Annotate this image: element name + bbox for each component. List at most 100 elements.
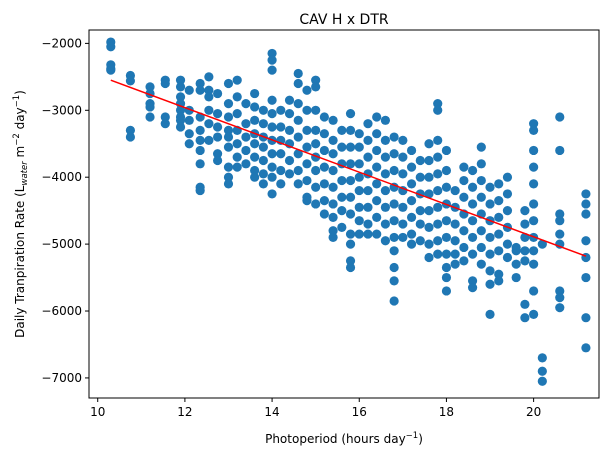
scatter-point-271 [459,226,469,236]
scatter-point-236 [424,189,434,199]
scatter-point-12 [145,102,155,112]
y-tick-label-0: −7000 [41,371,82,385]
scatter-point-162 [345,159,356,169]
scatter-point-314 [511,272,521,283]
x-tick-label-3: 16 [352,405,367,419]
scatter-point-238 [424,222,434,232]
scatter-point-146 [328,165,338,176]
scatter-point-172 [354,159,364,169]
scatter-point-223 [406,196,417,206]
scatter-point-54 [223,112,234,122]
scatter-point-30 [184,139,194,149]
scatter-point-36 [195,145,205,156]
scatter-point-296 [485,279,495,289]
scatter-point-160 [345,125,356,135]
scatter-point-272 [459,242,469,253]
scatter-point-319 [520,256,530,266]
scatter-point-191 [372,196,382,206]
scatter-point-4 [106,65,116,75]
scatter-point-67 [232,162,242,172]
scatter-point-256 [441,232,452,243]
scatter-point-232 [415,236,425,246]
scatter-point-209 [389,246,399,256]
scatter-point-218 [398,219,408,229]
scatter-point-44 [204,119,214,129]
scatter-point-320 [520,299,530,309]
y-axis-label-part1: Daily Tranpiration Rate (L [13,185,27,338]
y-tick-label-4: −3000 [41,103,82,117]
y-tick-label-3: −4000 [41,170,82,184]
scatter-point-341 [555,216,565,226]
scatter-point-90 [267,65,277,75]
scatter-point-81 [258,105,268,115]
scatter-point-198 [380,185,391,196]
scatter-point-77 [250,139,260,149]
scatter-point-56 [223,132,234,142]
scatter-point-235 [424,172,434,182]
scatter-point-273 [459,256,469,266]
scatter-point-316 [520,219,530,229]
scatter-point-250 [433,249,443,259]
scatter-point-309 [502,239,513,249]
x-tick-label-5: 20 [526,405,541,419]
scatter-point-129 [311,105,321,115]
scatter-point-157 [337,206,347,216]
scatter-point-202 [389,132,399,142]
y-axis-label-sup2: −1 [12,95,22,108]
scatter-point-150 [328,226,338,236]
scatter-point-298 [494,179,504,189]
scatter-point-39 [195,185,205,196]
scatter-point-231 [415,219,425,229]
scatter-point-242 [433,105,443,115]
scatter-point-50 [212,149,223,159]
scatter-point-276 [467,199,478,209]
scatter-point-86 [258,169,268,179]
scatter-point-31 [195,78,205,89]
x-axis-label-main: Photoperiod (hours day [265,432,406,446]
scatter-point-37 [195,159,205,169]
scatter-point-91 [267,95,277,105]
scatter-point-134 [311,182,321,192]
scatter-point-45 [204,135,214,145]
scatter-point-17 [160,119,170,129]
scatter-point-196 [380,152,391,162]
scatter-point-29 [184,129,194,139]
scatter-point-137 [319,129,329,139]
scatter-point-61 [232,75,242,85]
scatter-point-237 [424,206,434,216]
scatter-point-149 [328,212,338,222]
y-axis-label-part3: day [13,107,27,133]
scatter-point-285 [476,192,486,202]
y-tick-label-5: −2000 [41,36,82,50]
scatter-point-174 [354,185,364,196]
scatter-point-7 [125,125,136,135]
scatter-point-289 [476,259,486,269]
scatter-point-26 [184,85,194,95]
scatter-point-243 [433,135,443,145]
scatter-point-182 [363,185,373,196]
x-tick-label-2: 14 [264,405,279,419]
scatter-point-267 [459,162,469,172]
y-axis-label-part4: ) [13,90,27,95]
x-tick-label-1: 12 [177,405,192,419]
scatter-point-123 [302,159,312,169]
scatter-point-304 [494,276,504,286]
scatter-point-190 [372,179,382,189]
x-tick-label-4: 18 [439,405,454,419]
scatter-point-98 [267,189,277,199]
scatter-point-247 [433,202,443,212]
plot-frame [88,29,600,399]
scatter-point-148 [328,199,338,209]
scatter-point-35 [195,135,205,145]
scatter-point-338 [555,112,565,122]
scatter-point-99 [276,105,286,115]
scatter-point-70 [241,132,251,142]
scatter-point-245 [433,169,443,179]
scatter-point-119 [302,85,312,95]
y-tick-label-2: −5000 [41,237,82,251]
scatter-point-263 [450,219,460,229]
x-tick-label-0: 10 [90,405,105,419]
scatter-point-173 [354,172,364,182]
scatter-point-326 [529,179,539,189]
